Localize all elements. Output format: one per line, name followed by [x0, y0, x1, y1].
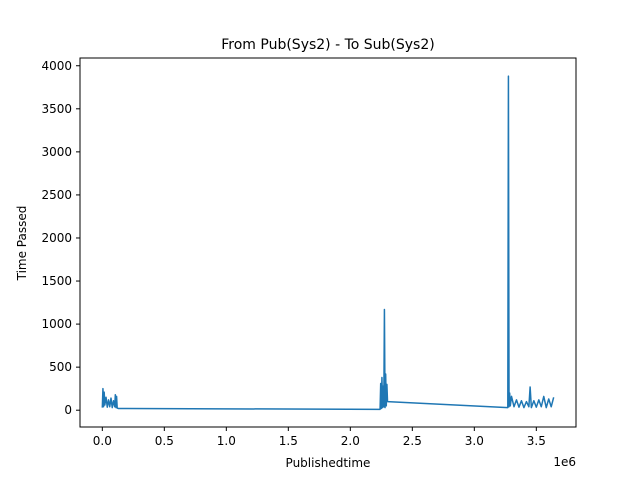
x-tick-label: 0.0: [93, 434, 112, 448]
chart-title: From Pub(Sys2) - To Sub(Sys2): [221, 37, 434, 53]
y-tick-label: 3000: [41, 145, 72, 159]
x-tick-label: 2.0: [341, 434, 360, 448]
x-offset-label: 1e6: [553, 455, 576, 469]
x-axis-label: Publishedtime: [286, 456, 371, 470]
y-axis: 0 500 1000 1500 2000 2500 3000 3500 4000: [41, 59, 80, 417]
y-tick-label: 2500: [41, 188, 72, 202]
x-tick-label: 3.5: [527, 434, 546, 448]
y-tick-label: 2000: [41, 231, 72, 245]
plot-frame: [79, 57, 577, 428]
y-tick-label: 4000: [41, 59, 72, 73]
x-tick-label: 3.0: [465, 434, 484, 448]
x-tick-label: 1.5: [279, 434, 298, 448]
series-line-1: [101, 75, 555, 411]
y-tick-label: 0: [64, 403, 72, 417]
x-tick-label: 1.0: [217, 434, 236, 448]
x-tick-label: 0.5: [155, 434, 174, 448]
y-tick-label: 1000: [41, 317, 72, 331]
y-tick-label: 1500: [41, 274, 72, 288]
series-layer: [101, 75, 555, 411]
y-tick-label: 3500: [41, 102, 72, 116]
x-axis: 0.0 0.5 1.0 1.5 2.0 2.5 3.0 3.5: [93, 427, 546, 448]
x-tick-label: 2.5: [403, 434, 422, 448]
y-tick-label: 500: [49, 360, 72, 374]
y-axis-label: Time Passed: [15, 206, 29, 282]
